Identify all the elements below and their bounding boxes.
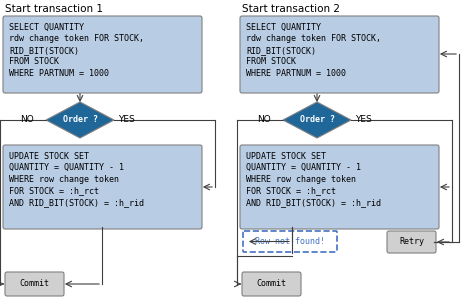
- Text: Start transaction 2: Start transaction 2: [242, 4, 340, 14]
- Text: YES: YES: [355, 115, 372, 123]
- Text: Retry: Retry: [399, 237, 424, 247]
- Text: Commit: Commit: [20, 279, 49, 288]
- Text: NO: NO: [20, 115, 34, 123]
- Text: Order ?: Order ?: [62, 116, 98, 125]
- Text: NO: NO: [257, 115, 271, 123]
- Polygon shape: [46, 102, 114, 138]
- Text: YES: YES: [118, 115, 135, 123]
- Text: Commit: Commit: [257, 279, 286, 288]
- Polygon shape: [283, 102, 351, 138]
- FancyBboxPatch shape: [240, 16, 439, 93]
- Text: Order ?: Order ?: [299, 116, 334, 125]
- Text: SELECT QUANTITY
rdw change token FOR STOCK,
RID_BIT(STOCK)
FROM STOCK
WHERE PART: SELECT QUANTITY rdw change token FOR STO…: [9, 23, 144, 78]
- FancyBboxPatch shape: [243, 231, 337, 252]
- Text: UPDATE STOCK SET
QUANTITY = QUANTITY - 1
WHERE row change token
FOR STOCK = :h_r: UPDATE STOCK SET QUANTITY = QUANTITY - 1…: [246, 152, 381, 207]
- Text: Row not found!: Row not found!: [255, 237, 325, 246]
- FancyBboxPatch shape: [3, 145, 202, 229]
- FancyBboxPatch shape: [5, 272, 64, 296]
- FancyBboxPatch shape: [3, 16, 202, 93]
- Text: Start transaction 1: Start transaction 1: [5, 4, 103, 14]
- FancyBboxPatch shape: [387, 231, 436, 253]
- FancyBboxPatch shape: [240, 145, 439, 229]
- FancyBboxPatch shape: [242, 272, 301, 296]
- Text: SELECT QUANTITY
rdw change token FOR STOCK,
RID_BIT(STOCK)
FROM STOCK
WHERE PART: SELECT QUANTITY rdw change token FOR STO…: [246, 23, 381, 78]
- Text: UPDATE STOCK SET
QUANTITY = QUANTITY - 1
WHERE row change token
FOR STOCK = :h_r: UPDATE STOCK SET QUANTITY = QUANTITY - 1…: [9, 152, 144, 207]
